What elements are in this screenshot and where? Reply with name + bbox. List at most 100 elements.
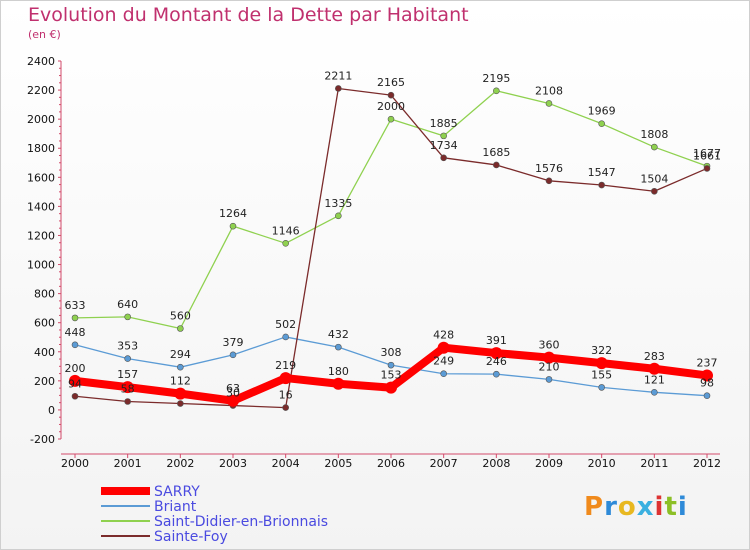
logo-letter: t (664, 492, 678, 522)
y-tick-label: -200 (30, 433, 55, 446)
x-tick-label: 2000 (61, 457, 89, 470)
logo-letter: i (677, 492, 688, 522)
data-label: 633 (65, 299, 86, 312)
data-label: 294 (170, 348, 191, 361)
data-label: 200 (65, 362, 86, 375)
series-briant (71, 333, 711, 399)
data-label: 210 (539, 360, 560, 373)
data-point (124, 313, 131, 321)
data-point (703, 392, 711, 399)
x-tick-label: 2010 (588, 457, 616, 470)
y-tick-label: 2400 (27, 55, 55, 68)
data-label: 2165 (377, 76, 405, 89)
x-tick-label: 2011 (640, 457, 668, 470)
data-point (385, 381, 397, 394)
data-point (71, 341, 79, 349)
data-label: 121 (644, 373, 665, 386)
data-point (387, 115, 395, 123)
data-point (651, 187, 658, 195)
data-label: 219 (275, 359, 296, 372)
y-tick-label: 600 (34, 317, 55, 330)
data-label: 1504 (640, 172, 668, 185)
data-label: 2000 (377, 100, 405, 113)
x-tick-label: 2005 (324, 457, 352, 470)
data-point (598, 120, 605, 127)
data-label: 1885 (430, 117, 458, 130)
data-point (335, 343, 342, 351)
data-point (282, 333, 289, 341)
y-tick-label: 2200 (27, 84, 55, 97)
data-point (543, 351, 555, 364)
data-label: 2195 (482, 72, 510, 85)
data-label: 308 (381, 346, 402, 359)
data-label: 1576 (535, 162, 563, 175)
data-point (437, 341, 450, 354)
data-point (490, 347, 503, 360)
data-point (387, 361, 395, 369)
x-tick-label: 2006 (377, 457, 405, 470)
data-label: 2211 (324, 69, 352, 82)
y-tick-label: 1200 (27, 229, 55, 242)
axes: -200 0 200 400 600 800 1000 1200 1400 1600 1800 200… (27, 55, 721, 470)
data-label: 1734 (430, 139, 458, 152)
data-point (229, 222, 237, 230)
series-lines (69, 85, 713, 411)
data-label: 322 (591, 344, 612, 357)
data-point (229, 351, 237, 359)
x-tick-label: 2007 (430, 457, 458, 470)
data-point (440, 370, 447, 378)
data-point (493, 370, 500, 378)
data-label: 16 (279, 389, 293, 402)
data-label: 502 (275, 318, 296, 331)
data-point (648, 362, 661, 375)
data-point (545, 177, 553, 185)
data-label: 94 (68, 377, 82, 390)
data-point (493, 87, 500, 95)
data-label: 1264 (219, 207, 247, 220)
y-tick-label: 400 (34, 346, 55, 359)
data-point (282, 404, 289, 411)
data-label: 1146 (272, 224, 300, 237)
data-point (174, 387, 187, 400)
legend-label: Saint-Didier-en-Brionnais (154, 514, 328, 530)
data-point (651, 143, 658, 151)
y-tick-label: 2000 (27, 113, 55, 126)
data-point (227, 394, 239, 407)
data-label: 283 (644, 350, 665, 363)
data-point (124, 355, 131, 362)
legend-label: Sainte-Foy (154, 529, 228, 545)
data-point (595, 357, 608, 370)
logo-letter: i (654, 492, 665, 522)
data-point (703, 165, 711, 172)
data-label: 1677 (693, 147, 721, 160)
x-tick-label: 2003 (219, 457, 247, 470)
data-point (121, 381, 134, 394)
data-label: 428 (433, 329, 454, 342)
chart-subtitle: (en €) (28, 28, 61, 41)
data-point (177, 363, 184, 371)
series-line (74, 90, 708, 330)
data-point (177, 400, 184, 407)
chart-title: Evolution du Montant de la Dette par Hab… (28, 4, 469, 26)
logo-letter: P (584, 492, 605, 522)
data-label: 1685 (482, 146, 510, 159)
data-label: 1661 (693, 149, 721, 162)
y-tick-label: 1600 (27, 171, 55, 184)
data-point (335, 85, 342, 92)
data-label: 180 (328, 365, 349, 378)
data-label: 1969 (588, 105, 616, 118)
data-label: 157 (117, 368, 138, 381)
data-label: 1335 (324, 197, 352, 210)
data-label: 360 (539, 339, 560, 352)
data-label: 58 (121, 382, 135, 395)
x-tick-label: 2002 (166, 457, 194, 470)
logo-letter: o (617, 492, 637, 522)
data-point (545, 376, 553, 383)
data-point (387, 91, 395, 99)
series-sarry (69, 341, 713, 407)
legend-label: Briant (154, 499, 197, 515)
data-point (177, 325, 184, 332)
data-point (493, 161, 500, 169)
legend-label: SARRY (154, 484, 200, 500)
